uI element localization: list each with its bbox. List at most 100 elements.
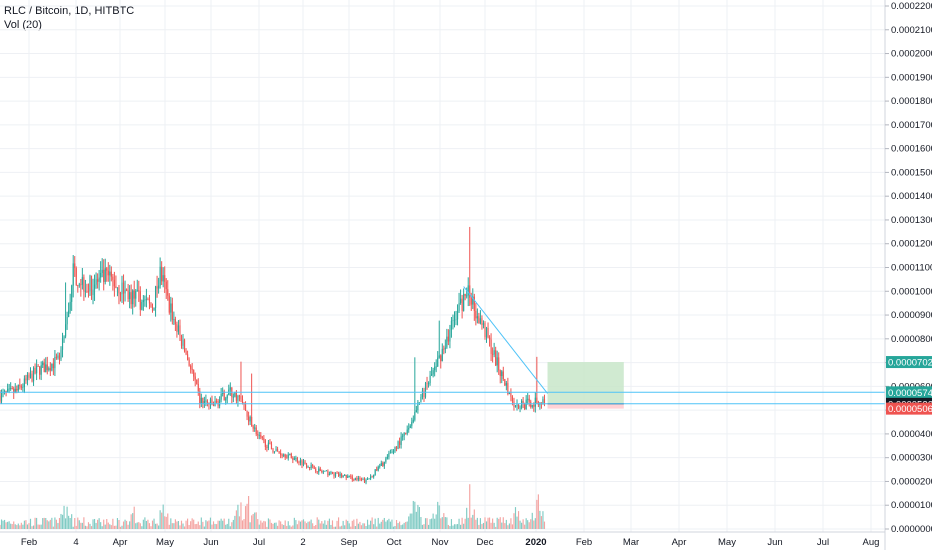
volume-bar [46,520,48,529]
volume-bar [100,522,102,529]
volume-bar [449,526,451,529]
price-axis[interactable]: 0.000000000 0.000010000 0.000020000 0.00003… [885,1,932,535]
candle-body [200,397,202,404]
volume-bar [199,525,201,529]
candle-body [142,300,144,303]
volume-bar [119,526,122,529]
candle-body [45,364,47,373]
volume-bar [318,519,320,529]
volume-bar [158,525,160,529]
symbol-title[interactable]: RLC / Bitcoin, 1D, HITBTC [4,5,135,17]
candle-body [258,435,260,436]
volume-bar [182,523,184,529]
candle-body [455,319,457,321]
volume-bar [309,521,311,529]
volume-bar [510,518,512,529]
candle-body [327,470,329,476]
candle-body [23,378,25,388]
volume-bar [263,520,265,529]
candle-body [270,444,273,450]
volume-bar [446,517,448,529]
target-zone[interactable] [547,362,624,404]
candle-body [392,451,395,453]
volume-bar [377,517,379,529]
drawn-lines[interactable] [0,286,885,405]
candle-body [49,368,51,371]
candle-body [243,403,245,405]
time-tick-label: Jun [203,537,218,548]
volume-bar [145,520,147,529]
volume-bar [39,524,41,529]
volume-bar [296,524,298,529]
candle-body [244,404,247,411]
stop-zone[interactable] [547,403,624,409]
volume-bar [164,516,166,529]
volume-bar [248,496,250,529]
volume-bar [23,520,25,529]
price-tick-label: 0.000100000 [891,286,932,297]
candle-body [424,383,427,397]
candle-body [66,316,68,325]
candle-body [281,454,283,456]
price-tick-label: 0.000130000 [891,215,932,226]
volume-bar [80,522,82,529]
trend-line[interactable] [463,286,548,394]
volume-bar [397,523,399,529]
candle-body [522,400,524,404]
price-tick-label: 0.000170000 [891,120,932,131]
candle-body [188,359,190,366]
candle-body [412,419,414,422]
candle-body [318,468,320,473]
candle-body [17,384,19,391]
volume-bar [31,526,33,529]
candle-body [354,478,356,481]
candle-body [531,405,533,407]
price-tick-label: 0.000210000 [891,25,932,36]
candle-body [411,421,413,426]
volume-bar [226,523,228,529]
time-axis[interactable]: Feb 4 Apr May Jun Jul 2 Sep Oct Nov Dec 2020 Feb Mar A… [21,537,880,548]
volume-bar [180,520,183,529]
volume-bar [270,522,273,529]
candle-body [226,395,228,399]
candle-body [139,291,141,310]
candle-body [498,357,500,371]
candle-body [310,465,312,469]
volume-bar [513,513,515,529]
volume-bar [415,511,417,529]
candle-body [394,446,396,452]
candle-body [260,435,262,437]
candle-body [427,383,430,385]
volume-bar [231,522,233,529]
volume-bar [267,518,270,529]
volume-bar [464,518,466,529]
volume-bar [420,517,422,529]
volume-bar [325,524,327,529]
volume-bar [431,518,433,529]
volume-bar [485,521,488,529]
volume-bar [453,524,456,529]
volume-bar [176,521,178,529]
volume-bar [475,519,477,529]
volume-bar [533,520,535,529]
candle-body [333,473,335,477]
volume-bar [334,526,337,529]
time-tick-label: Apr [672,537,687,548]
position-tool[interactable] [547,362,624,409]
candle-body [63,336,65,339]
candle-body [190,365,192,369]
candle-body [284,454,286,458]
candle-body [98,277,100,282]
volume-bar [444,517,446,529]
volume-bar [339,526,341,529]
volume-bar [502,517,504,529]
candle-body [339,474,341,476]
volume-bar [171,523,173,529]
volume-indicator-label[interactable]: Vol (20) [4,19,42,31]
volume-bar [275,522,277,529]
candle-body [334,472,337,477]
candle-body [75,268,77,285]
price-tick-label: 0.000010000 [891,500,932,511]
volume-bar [496,517,498,529]
